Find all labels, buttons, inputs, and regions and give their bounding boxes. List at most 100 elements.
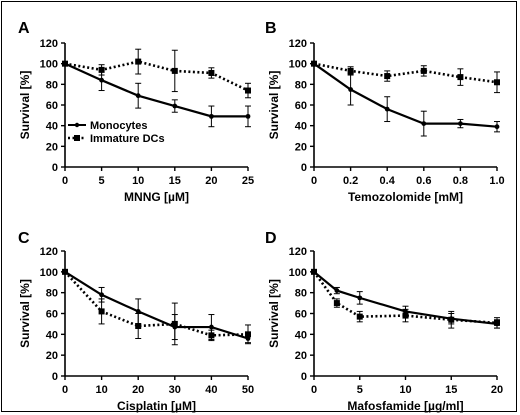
x-tick-label: 0.2 [343, 175, 358, 187]
x-tick-label: 10 [399, 384, 411, 396]
y-tick-label: 0 [52, 371, 58, 383]
x-tick-label: 5 [99, 175, 105, 187]
series-line [313, 62, 498, 84]
x-axis-label: Cisplatin [µM] [117, 399, 196, 413]
data-point [311, 268, 317, 275]
legend-marker-monocytes [74, 122, 80, 128]
y-tick-label: 40 [295, 121, 307, 133]
y-tick-label: 100 [40, 267, 58, 279]
x-axis-label: Mafosfamide [µg/ml] [347, 399, 463, 413]
x-tick-label: 0 [311, 175, 317, 187]
x-tick-label: 25 [242, 175, 254, 187]
series-line [313, 62, 498, 128]
series-line [313, 270, 498, 326]
data-point [421, 121, 427, 126]
y-tick-label: 80 [295, 288, 307, 300]
data-point [494, 79, 500, 86]
panel-c: C 0 20 40 60 80 100 120 0 10 20 30 40 50 Cisplatin [µM… [18, 230, 254, 413]
panel-a: A 0 20 40 60 80 100 120 0 5 10 15 20 25 MNNG [µM] Survi… [18, 20, 254, 204]
data-point [99, 77, 104, 83]
legend-marker-immature-dcs [74, 135, 80, 141]
series-line [312, 271, 498, 325]
y-tick-label: 60 [46, 100, 58, 112]
series-line [64, 62, 248, 118]
series-immature-dcs [62, 48, 251, 99]
panel-letter: C [18, 230, 30, 247]
x-tick-label: 30 [169, 384, 181, 396]
x-tick-label: 0.8 [453, 175, 468, 187]
data-point [334, 288, 340, 293]
y-tick-label: 120 [40, 246, 58, 258]
data-point [420, 67, 427, 74]
data-point [384, 106, 390, 112]
y-tick-label: 100 [289, 267, 307, 279]
panel-letter: D [265, 230, 277, 247]
series-line [64, 270, 249, 337]
data-point [245, 331, 251, 338]
y-axis-label: Survival [%] [18, 279, 32, 348]
x-axis-label: MNNG [µM] [124, 190, 189, 204]
y-tick-label: 120 [289, 38, 307, 50]
y-tick-label: 60 [295, 309, 307, 321]
y-axis-label: Survival [%] [267, 279, 281, 348]
x-tick-label: 15 [445, 384, 457, 396]
y-tick-label: 40 [46, 329, 58, 341]
x-tick-label: 10 [95, 384, 107, 396]
data-point [208, 332, 215, 339]
series-immature-dcs [62, 268, 251, 346]
x-tick-label: 15 [169, 175, 181, 187]
y-tick-label: 20 [46, 141, 58, 153]
data-point [209, 113, 214, 119]
legend-label-immature-dcs: Immature DCs [90, 133, 165, 145]
y-tick-label: 120 [40, 38, 58, 50]
x-tick-label: 20 [491, 384, 503, 396]
series-monocytes [62, 269, 251, 344]
data-point [402, 312, 409, 319]
y-tick-label: 20 [46, 350, 58, 362]
data-point [245, 87, 251, 94]
data-point [98, 66, 105, 73]
y-tick-label: 120 [289, 246, 307, 258]
data-point [62, 268, 68, 275]
series-immature-dcs [311, 268, 500, 329]
data-point [311, 60, 317, 67]
y-tick-label: 0 [52, 162, 58, 174]
x-axis-label: Temozolomide [mM] [348, 190, 463, 204]
data-point [356, 313, 363, 320]
y-tick-label: 40 [46, 121, 58, 133]
series-monocytes [62, 61, 251, 128]
x-tick-label: 0 [62, 384, 68, 396]
x-tick-label: 0.4 [380, 175, 396, 187]
data-point [494, 124, 500, 130]
data-point [171, 67, 178, 74]
data-point [135, 323, 142, 329]
x-tick-label: 0 [62, 175, 68, 187]
data-point [457, 74, 464, 81]
x-tick-label: 20 [132, 384, 144, 396]
panel-d: D 0 20 40 60 80 100 120 0 5 10 15 20 Mafosfamide [µg/… [265, 230, 503, 413]
y-tick-label: 100 [289, 59, 307, 71]
data-point [98, 308, 105, 315]
y-tick-label: 20 [295, 350, 307, 362]
y-tick-label: 0 [301, 162, 307, 174]
data-point [494, 319, 500, 326]
x-tick-label: 10 [132, 175, 144, 187]
y-tick-label: 80 [46, 288, 58, 300]
x-tick-label: 40 [205, 384, 217, 396]
data-point [209, 324, 214, 330]
y-tick-label: 100 [40, 59, 58, 71]
panel-letter: A [18, 20, 30, 37]
series-line [64, 270, 249, 340]
y-tick-label: 0 [301, 371, 307, 383]
data-point [171, 320, 178, 327]
panel-letter: B [265, 20, 277, 37]
data-point [135, 58, 142, 65]
data-point [208, 69, 215, 76]
y-tick-label: 20 [295, 141, 307, 153]
y-tick-label: 80 [295, 79, 307, 91]
x-tick-label: 5 [357, 384, 363, 396]
x-tick-label: 1.0 [489, 175, 504, 187]
